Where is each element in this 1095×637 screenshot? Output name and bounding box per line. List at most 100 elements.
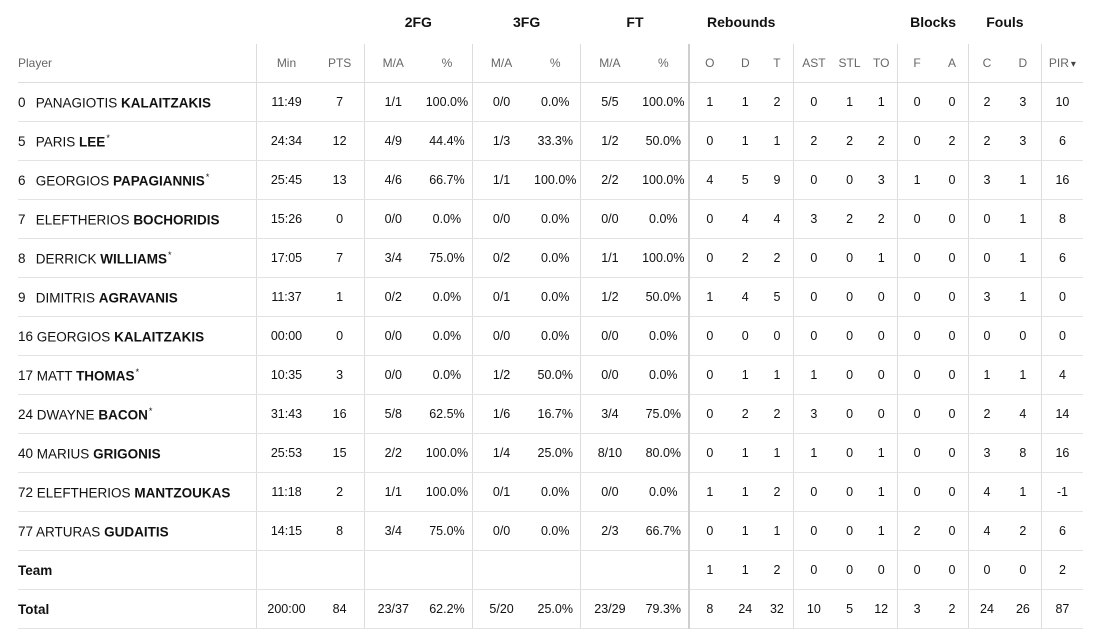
player-name[interactable]: 17 MATT THOMAS* xyxy=(18,355,257,395)
cell-ba: 2 xyxy=(936,589,969,629)
cell-d: 24 xyxy=(729,589,761,629)
cell-t: 9 xyxy=(760,160,794,200)
cell-fg3p: 50.0% xyxy=(530,355,581,395)
player-name[interactable]: 24 DWAYNE BACON* xyxy=(18,394,257,434)
cell-fg2: 1/1 xyxy=(363,82,422,122)
col-2fg-ma[interactable]: M/A xyxy=(363,44,422,83)
cell-fd: 1 xyxy=(1004,355,1042,395)
col-to[interactable]: TO xyxy=(865,44,898,83)
player-name[interactable]: 77 ARTURAS GUDAITIS xyxy=(18,511,257,551)
player-name[interactable]: 40 MARIUS GRIGONIS xyxy=(18,433,257,473)
cell-t: 1 xyxy=(760,433,794,473)
cell-t: 5 xyxy=(760,277,794,317)
cell-stl: 0 xyxy=(833,472,866,512)
player-name[interactable]: 6 GEORGIOS PAPAGIANNIS* xyxy=(18,160,257,200)
cell-ba: 0 xyxy=(936,472,969,512)
player-number: 9 xyxy=(18,290,26,306)
col-blk-a[interactable]: A xyxy=(936,44,969,83)
player-number: 24 xyxy=(18,407,34,423)
player-last-name: BACON xyxy=(98,407,148,423)
col-player[interactable]: Player xyxy=(18,44,257,83)
col-3fg-pct[interactable]: % xyxy=(530,44,581,83)
cell-o: 1 xyxy=(688,82,730,122)
cell-stl: 0 xyxy=(833,511,866,551)
player-name[interactable]: 0 PANAGIOTIS KALAITZAKIS xyxy=(18,82,257,122)
cell-stl: 0 xyxy=(833,550,866,590)
cell-stl: 0 xyxy=(833,433,866,473)
cell-d: 1 xyxy=(729,433,761,473)
cell-ft: 2/3 xyxy=(580,511,639,551)
cell-to: 1 xyxy=(865,511,898,551)
cell-ast: 2 xyxy=(792,121,834,161)
cell-ba: 0 xyxy=(936,160,969,200)
cell-ftp: 0.0% xyxy=(638,472,690,512)
cell-fc: 24 xyxy=(967,589,1005,629)
cell-ftp: 100.0% xyxy=(638,238,690,278)
col-reb-t[interactable]: T xyxy=(760,44,794,83)
player-last-name: PAPAGIANNIS xyxy=(113,173,205,189)
player-name[interactable]: 5 PARIS LEE* xyxy=(18,121,257,161)
cell-t: 32 xyxy=(760,589,794,629)
cell-fc: 0 xyxy=(967,199,1005,239)
cell-to: 0 xyxy=(865,355,898,395)
sort-arrow-icon: ▾ xyxy=(1070,59,1076,70)
cell-min: 14:15 xyxy=(256,511,316,551)
cell-fg2: 0/0 xyxy=(363,199,422,239)
col-pir[interactable]: PIR ▾ xyxy=(1040,44,1083,83)
cell-o: 1 xyxy=(688,277,730,317)
cell-to: 0 xyxy=(865,277,898,317)
col-foul-c[interactable]: C xyxy=(967,44,1005,83)
cell-bf: 2 xyxy=(897,511,937,551)
col-reb-d[interactable]: D xyxy=(729,44,761,83)
cell-ba: 0 xyxy=(936,550,969,590)
player-row: 77 ARTURAS GUDAITIS 14:15 8 3/4 75.0% 0/0 0.0%… xyxy=(18,511,1083,551)
cell-to: 1 xyxy=(865,433,898,473)
player-first-name: DIMITRIS xyxy=(35,290,96,306)
cell-bf: 0 xyxy=(897,238,937,278)
cell-d: 5 xyxy=(729,160,761,200)
col-pts[interactable]: PTS xyxy=(315,44,365,83)
cell-to: 2 xyxy=(865,121,898,161)
cell-pts: 3 xyxy=(315,355,365,395)
player-last-name: THOMAS xyxy=(76,368,135,384)
cell-o: 0 xyxy=(688,121,730,161)
col-foul-d[interactable]: D xyxy=(1004,44,1042,83)
player-name[interactable]: 72 ELEFTHERIOS MANTZOUKAS xyxy=(18,472,257,512)
player-name[interactable]: 7 ELEFTHERIOS BOCHORIDIS xyxy=(18,199,257,239)
player-name[interactable]: 16 GEORGIOS KALAITZAKIS xyxy=(18,316,257,356)
cell-pts: 2 xyxy=(315,472,365,512)
player-first-name: GEORGIOS xyxy=(35,173,110,189)
col-3fg-ma[interactable]: M/A xyxy=(471,44,531,83)
cell-o: 8 xyxy=(688,589,730,629)
player-last-name: MANTZOUKAS xyxy=(134,485,231,501)
col-2fg-pct[interactable]: % xyxy=(421,44,473,83)
cell-ft: 8/10 xyxy=(580,433,639,473)
cell-fg3: 1/3 xyxy=(471,121,531,161)
cell-fc: 0 xyxy=(967,550,1005,590)
col-ast[interactable]: AST xyxy=(792,44,834,83)
col-min[interactable]: Min xyxy=(256,44,316,83)
cell-min: 11:18 xyxy=(256,472,316,512)
cell-fg3p: 0.0% xyxy=(530,316,581,356)
cell-d: 1 xyxy=(729,355,761,395)
group-rebounds: Rebounds xyxy=(707,14,776,30)
starter-mark: * xyxy=(106,132,110,143)
player-name[interactable]: 9 DIMITRIS AGRAVANIS xyxy=(18,277,257,317)
cell-fg2p: 100.0% xyxy=(421,472,473,512)
col-stl[interactable]: STL xyxy=(833,44,866,83)
cell-d: 0 xyxy=(729,316,761,356)
cell-ftp: 100.0% xyxy=(638,160,690,200)
cell-d: 1 xyxy=(729,472,761,512)
cell-fc: 3 xyxy=(967,433,1005,473)
col-ft-pct[interactable]: % xyxy=(638,44,690,83)
col-blk-f[interactable]: F xyxy=(897,44,937,83)
col-ft-ma[interactable]: M/A xyxy=(580,44,639,83)
cell-pts: 84 xyxy=(315,589,365,629)
cell-d: 2 xyxy=(729,238,761,278)
cell-fg3p: 100.0% xyxy=(530,160,581,200)
player-name[interactable]: 8 DERRICK WILLIAMS* xyxy=(18,238,257,278)
cell-fg3p: 0.0% xyxy=(530,238,581,278)
cell-fc: 0 xyxy=(967,316,1005,356)
total-row: Total 200:00 84 23/37 62.2% 5/20 25.0% 23/29 79.… xyxy=(18,589,1083,629)
col-reb-o[interactable]: O xyxy=(688,44,730,83)
